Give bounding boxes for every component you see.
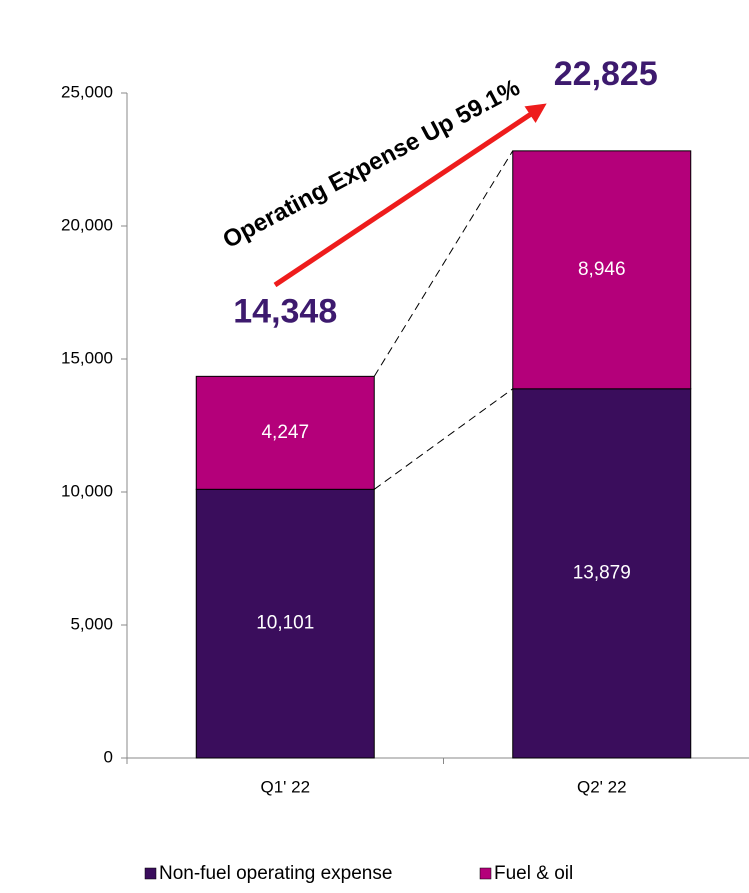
value-label: 13,879 — [573, 562, 631, 583]
y-tick-label: 20,000 — [61, 215, 113, 234]
y-tick-label: 10,000 — [61, 481, 113, 500]
y-tick-label: 0 — [104, 747, 113, 766]
bar-segment — [512, 150, 692, 390]
connector — [373, 150, 514, 377]
total-label: 22,825 — [554, 55, 658, 93]
legend-label: Fuel & oil — [494, 863, 573, 884]
legend-swatch — [479, 867, 492, 880]
y-tick-label: 5,000 — [70, 614, 113, 633]
bar-segment — [195, 375, 375, 490]
legend-swatch — [144, 867, 157, 880]
y-tick-label: 25,000 — [61, 82, 113, 101]
bar-segment — [195, 488, 375, 759]
value-label: 8,946 — [578, 259, 626, 280]
total-label: 14,348 — [233, 292, 337, 330]
legend-label: Non-fuel operating expense — [159, 863, 392, 884]
y-tick-label: 15,000 — [61, 348, 113, 367]
x-tick-label: Q1' 22 — [260, 777, 310, 796]
x-tick-label: Q2' 22 — [577, 777, 627, 796]
arrow — [273, 103, 547, 288]
annotation: Operating Expense Up 59.1% — [219, 74, 525, 254]
value-label: 4,247 — [261, 422, 309, 443]
value-label: 10,101 — [256, 613, 314, 634]
connector — [373, 388, 514, 490]
bar-segment — [512, 388, 692, 759]
